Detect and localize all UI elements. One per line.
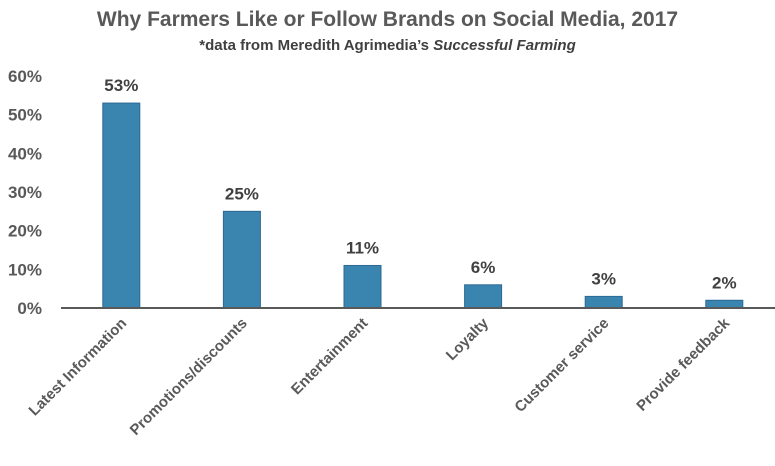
bar	[464, 284, 503, 309]
bar	[222, 210, 261, 309]
y-tick-label: 20%	[8, 222, 42, 241]
subtitle-text: *data from Meredith Agrimedia’s	[199, 37, 434, 54]
data-label: 3%	[591, 269, 616, 288]
x-tick-label: Promotions/discounts	[127, 315, 251, 439]
x-tick-label: Loyalty	[443, 314, 493, 364]
x-tick-label: Entertainment	[288, 315, 371, 398]
x-tick-label: Latest Information	[26, 315, 131, 420]
bar	[584, 295, 623, 309]
y-tick-label: 40%	[8, 144, 42, 163]
subtitle-source: Successful Farming	[433, 37, 576, 54]
x-tick-label: Provide feedback	[633, 314, 733, 414]
data-label: 53%	[104, 76, 138, 95]
y-tick-label: 0%	[17, 299, 42, 318]
bar	[705, 299, 744, 309]
y-tick-label: 30%	[8, 183, 42, 202]
data-label: 25%	[225, 184, 259, 203]
bar	[343, 264, 382, 309]
y-tick-label: 60%	[8, 67, 42, 86]
bar	[102, 102, 141, 309]
data-label: 6%	[471, 258, 496, 277]
data-label: 2%	[712, 273, 737, 292]
y-tick-label: 50%	[8, 106, 42, 125]
y-tick-label: 10%	[8, 260, 42, 279]
chart-subtitle: *data from Meredith Agrimedia’s Successf…	[0, 37, 775, 54]
x-tick-label: Customer service	[511, 315, 612, 416]
data-label: 11%	[346, 238, 379, 257]
chart-title: Why Farmers Like or Follow Brands on Soc…	[96, 8, 679, 31]
